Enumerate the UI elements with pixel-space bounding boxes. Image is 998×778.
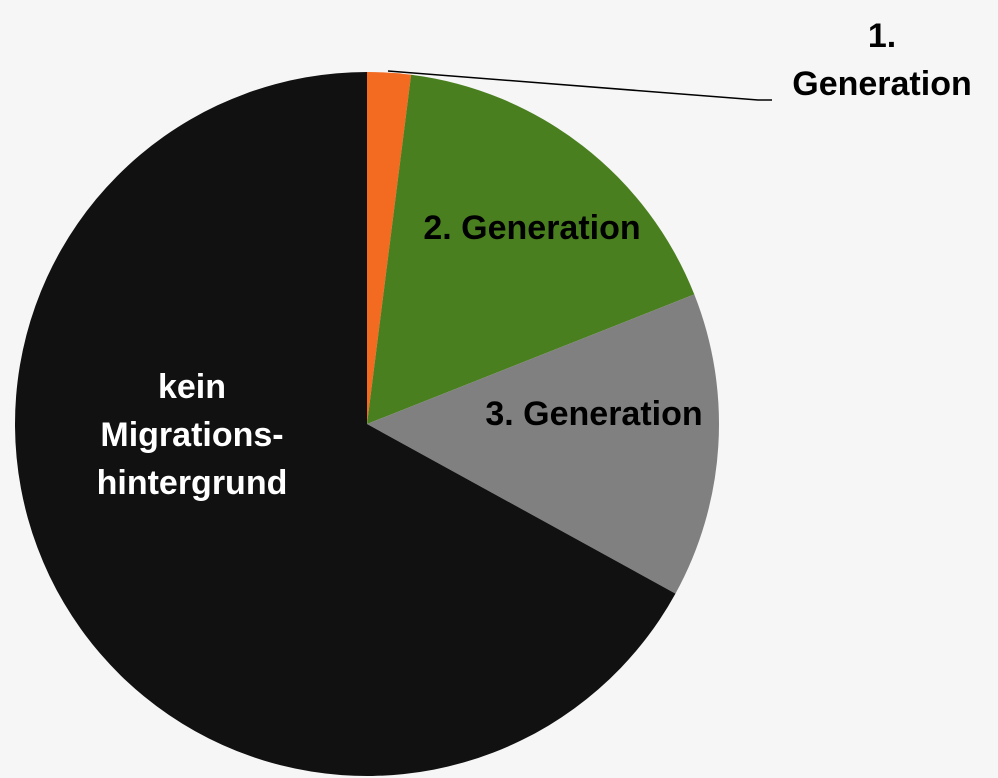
slice-label: kein Migrations-hintergrund xyxy=(96,368,288,502)
slice-label: 3. Generation xyxy=(485,395,703,433)
pie-slice xyxy=(367,74,695,424)
pie-slice xyxy=(15,72,676,777)
slice-label: 1. Generation xyxy=(792,17,972,103)
leader-line xyxy=(387,70,772,101)
pie-slice xyxy=(367,294,720,594)
pie-slice xyxy=(367,72,412,424)
slice-label: 2. Generation xyxy=(423,209,641,247)
